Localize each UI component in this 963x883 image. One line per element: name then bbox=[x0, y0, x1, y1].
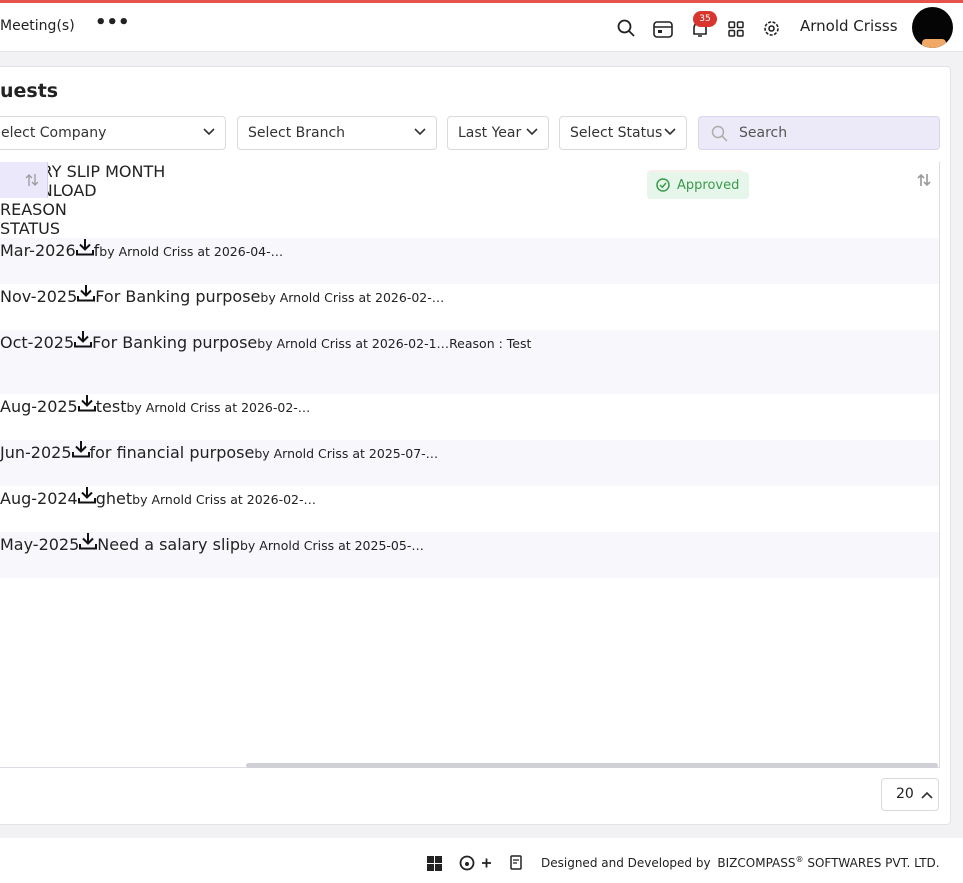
column-title: STATUS bbox=[0, 219, 61, 238]
avatar[interactable] bbox=[912, 7, 953, 48]
table-row: Jun-2025 for financial purpose Approved by … bbox=[0, 172, 939, 486]
reason-cell: for financial purpose bbox=[89, 443, 255, 462]
reason-cell: For Banking purpose bbox=[95, 287, 261, 306]
month-cell: Jun-2025 bbox=[0, 443, 72, 462]
page-size: 20 bbox=[896, 786, 914, 802]
status-detail: by Arnold Criss at 2026-02-… bbox=[132, 492, 316, 507]
status-detail: by Arnold Criss at 2026-02-… bbox=[126, 400, 311, 415]
search-icon[interactable] bbox=[617, 19, 635, 37]
status-detail: by Arnold Criss at 2026-04-… bbox=[99, 244, 284, 259]
period-select[interactable]: Last Year bbox=[447, 116, 549, 150]
page-size-select[interactable]: 20 bbox=[881, 778, 939, 811]
select-label: Select Branch bbox=[248, 125, 346, 141]
user-name[interactable]: Arnold Crisss bbox=[800, 17, 898, 35]
search-box[interactable]: Search bbox=[698, 116, 940, 150]
month-cell: Aug-2024 bbox=[0, 489, 78, 508]
status-text: Approved bbox=[677, 178, 740, 193]
windows-icon bbox=[427, 856, 442, 871]
top-bar: Meeting(s) ••• 35 Arnold Crisss bbox=[0, 0, 963, 52]
month-cell: Nov-2025 bbox=[0, 287, 78, 306]
month-cell: May-2025 bbox=[0, 535, 80, 554]
month-cell: Oct-2025 bbox=[0, 333, 75, 352]
download-button[interactable] bbox=[77, 487, 96, 508]
download-button[interactable] bbox=[77, 395, 96, 416]
status-detail: by Arnold Criss at 2025-07-… bbox=[254, 446, 439, 461]
download-button[interactable] bbox=[71, 441, 90, 462]
select-label: Last Year bbox=[458, 125, 522, 141]
column-header[interactable]: REASON bbox=[0, 174, 931, 219]
status-select[interactable]: Select Status bbox=[559, 116, 687, 150]
table-row: Mar-2026 f Approved by Arnold Criss at 2026… bbox=[0, 172, 939, 284]
branch-select[interactable]: Select Branch bbox=[237, 116, 437, 150]
column-header[interactable]: STATUS bbox=[0, 219, 301, 238]
menu-item[interactable]: Meeting(s) bbox=[0, 18, 75, 34]
footer-mark: ® bbox=[795, 855, 804, 864]
column-title: REASON bbox=[0, 200, 67, 219]
search-placeholder: Search bbox=[739, 125, 788, 141]
settings-icon[interactable] bbox=[763, 20, 780, 37]
download-button[interactable] bbox=[77, 285, 96, 306]
table-row: Aug-2025 test Approved by Arnold Criss at 2… bbox=[0, 172, 939, 440]
footer-text: Designed and Developed by bbox=[541, 856, 711, 870]
column-header bbox=[0, 162, 48, 198]
download-button[interactable] bbox=[79, 533, 98, 554]
reason-cell: ghet bbox=[95, 489, 133, 508]
select-label: Select Status bbox=[570, 125, 663, 141]
download-button[interactable] bbox=[74, 331, 93, 352]
table-row: May-2025 Need a salary slip Approved by Arn… bbox=[0, 172, 939, 578]
download-button[interactable] bbox=[75, 239, 94, 260]
status-reason: Reason : Test bbox=[449, 336, 532, 351]
reason-cell: test bbox=[95, 397, 127, 416]
status-detail: by Arnold Criss at 2025-05-… bbox=[240, 538, 424, 553]
month-cell: Mar-2026 bbox=[0, 241, 76, 260]
reason-cell: f bbox=[93, 241, 100, 260]
footer-credit: Designed and Developed by BIZCOMPASS® SO… bbox=[541, 855, 940, 870]
footer: Designed and Developed by BIZCOMPASS® SO… bbox=[0, 838, 963, 883]
company-select[interactable]: elect Company bbox=[0, 116, 226, 150]
page-title: uests bbox=[0, 80, 59, 102]
status-detail: by Arnold Criss at 2026-02-1… bbox=[257, 336, 450, 351]
reason-cell: For Banking purpose bbox=[92, 333, 258, 352]
scrollbar[interactable] bbox=[246, 763, 938, 768]
table-row: Nov-2025 For Banking purpose Approved by Ar… bbox=[0, 172, 939, 330]
support-icon bbox=[459, 855, 491, 871]
month-cell: Aug-2025 bbox=[0, 397, 78, 416]
footer-brand: BIZCOMPASS bbox=[717, 856, 796, 870]
table-row: Aug-2024 ghet Approved by Arnold Criss at 2… bbox=[0, 172, 939, 532]
footer-company: SOFTWARES PVT. LTD. bbox=[807, 856, 940, 870]
calendar-icon[interactable] bbox=[653, 19, 673, 38]
more-menu[interactable]: ••• bbox=[95, 12, 130, 33]
reason-cell: Need a salary slip bbox=[97, 535, 240, 554]
data-table: SALARY SLIP MONTH DOWNLOAD REASON STATUS Mar… bbox=[0, 162, 940, 768]
apps-icon[interactable] bbox=[728, 21, 744, 37]
select-label: elect Company bbox=[1, 125, 107, 141]
status-detail: by Arnold Criss at 2026-02-… bbox=[260, 290, 445, 305]
doc-icon bbox=[510, 855, 522, 870]
status-badge: Approved bbox=[647, 172, 750, 199]
notification-badge: 35 bbox=[693, 11, 717, 27]
